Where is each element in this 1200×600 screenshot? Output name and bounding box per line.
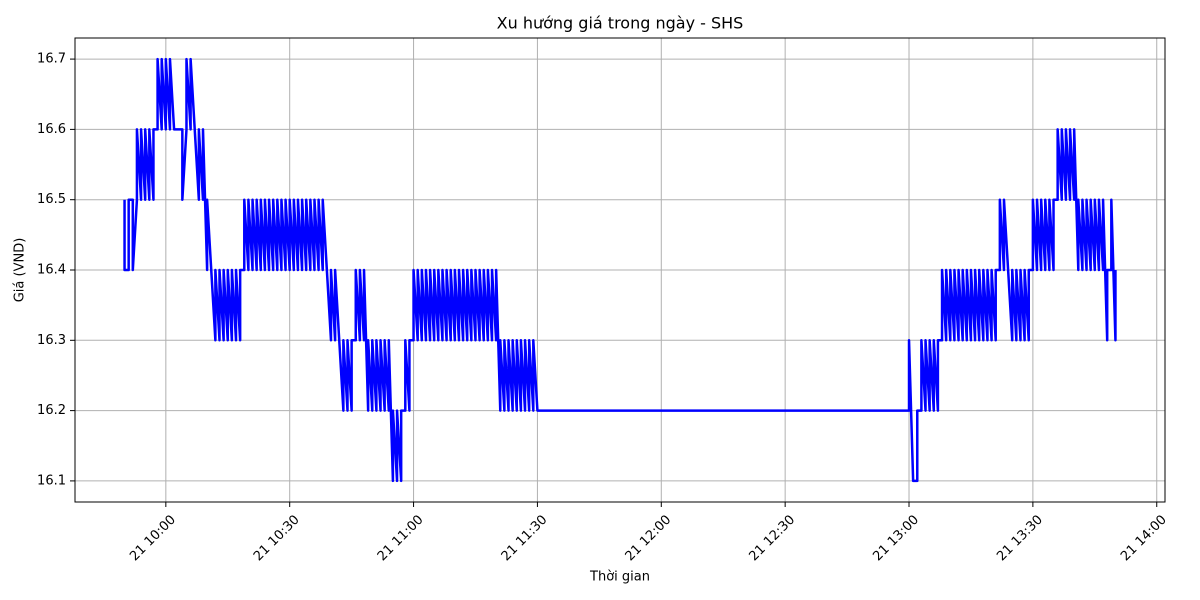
y-axis-label: Giá (VND) <box>13 238 28 303</box>
chart-title: Xu hướng giá trong ngày - SHS <box>497 14 744 33</box>
x-axis-label: Thời gian <box>589 570 650 585</box>
y-tick-label: 16.6 <box>37 122 66 137</box>
y-tick-label: 16.1 <box>37 473 66 488</box>
x-tick-label: 21 10:00 <box>127 512 179 564</box>
x-tick-label: 21 12:30 <box>746 512 798 564</box>
x-tick-label: 21 10:30 <box>251 512 303 564</box>
price-line <box>123 57 1117 483</box>
y-tick-label: 16.5 <box>37 192 66 207</box>
y-tick-label: 16.3 <box>37 333 66 348</box>
x-tick-label: 21 13:00 <box>870 512 922 564</box>
y-tick-label: 16.4 <box>37 263 66 278</box>
x-tick-label: 21 11:30 <box>499 512 551 564</box>
x-tick-label: 21 12:00 <box>623 512 675 564</box>
x-tick-label: 21 13:30 <box>994 512 1046 564</box>
plot-frame <box>74 37 1166 503</box>
x-tick-label: 21 14:00 <box>1118 512 1170 564</box>
y-tick-label: 16.2 <box>37 403 66 418</box>
x-tick-label: 21 11:00 <box>375 512 427 564</box>
y-tick-label: 16.7 <box>37 52 66 67</box>
